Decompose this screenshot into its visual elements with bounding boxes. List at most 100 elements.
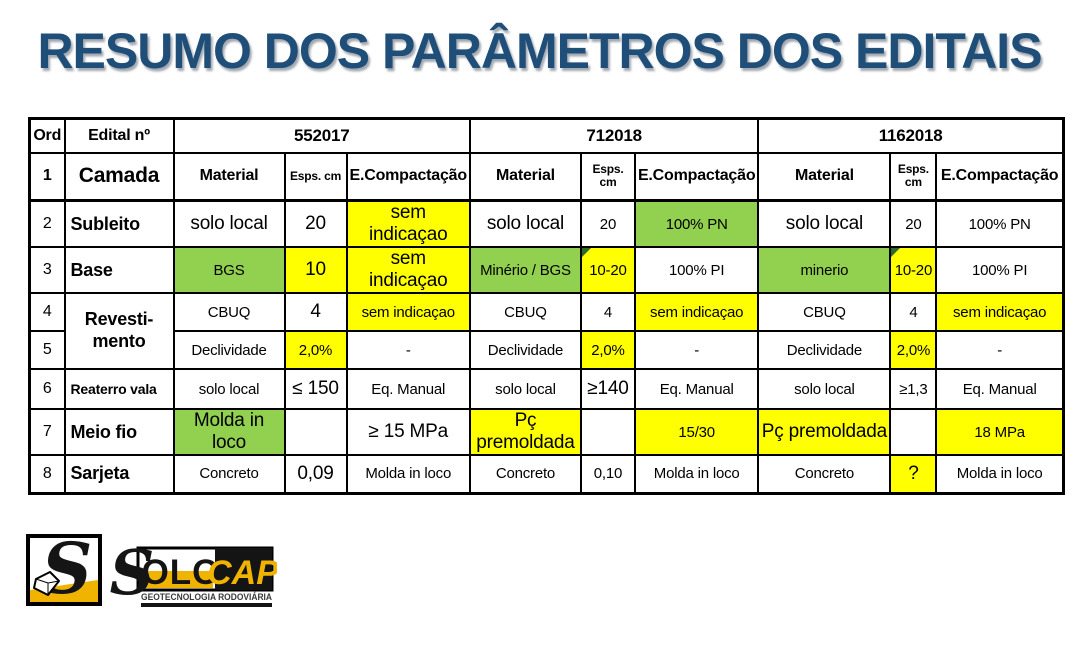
value-cell: [283, 408, 348, 456]
value-cell: -: [935, 330, 1065, 370]
value-cell: solo local: [468, 368, 582, 410]
esps-header: Esps. cm: [579, 151, 636, 202]
value-cell: 4: [283, 292, 348, 332]
value-cell: sem indicaçao: [935, 292, 1065, 332]
value-cell: Concreto: [172, 454, 286, 494]
value-cell: 0,09: [283, 454, 348, 494]
value-cell: 4: [579, 292, 636, 332]
value-cell: solo local: [757, 199, 892, 248]
material-header: Material: [172, 151, 286, 202]
value-cell: Molda in loco: [935, 454, 1065, 494]
value-cell: sem indicaçao: [633, 292, 760, 332]
value-cell: Concreto: [468, 454, 582, 494]
value-cell: 20: [889, 199, 938, 248]
value-cell: Eq. Manual: [345, 368, 471, 410]
value-cell: Pç premoldada: [468, 408, 582, 456]
value-cell: 10-20: [579, 246, 636, 294]
logo-emblem-s: S: [42, 532, 93, 610]
value-cell: solo local: [468, 199, 582, 248]
logo-wordmark-olo: OLO: [142, 553, 221, 592]
ord-cell: 8: [28, 454, 66, 494]
value-cell: [579, 408, 636, 456]
logo-wordmark-s: S: [110, 536, 155, 609]
solocap-logo: S S OLO CAP GEOTECNOLOGIA RODOVIÁRIA: [26, 532, 277, 610]
camada-cell: Meio fio: [63, 408, 175, 456]
value-cell: Molda in loco: [172, 408, 286, 456]
value-cell: Declividade: [172, 330, 286, 370]
value-cell: 100% PN: [935, 199, 1065, 248]
logo-gold-stripe: [140, 571, 213, 588]
value-cell: Declividade: [757, 330, 892, 370]
value-cell: 100% PI: [633, 246, 760, 294]
value-cell: ≤ 150: [283, 368, 348, 410]
value-cell: -: [345, 330, 471, 370]
value-cell: 2,0%: [889, 330, 938, 370]
compactacao-header: E.Compactação: [935, 151, 1065, 202]
value-cell: CBUQ: [172, 292, 286, 332]
value-cell: Eq. Manual: [633, 368, 760, 410]
value-cell: 0,10: [579, 454, 636, 494]
value-cell: 2,0%: [283, 330, 348, 370]
ord-cell: 6: [28, 368, 66, 410]
value-cell: solo local: [172, 368, 286, 410]
value-cell: 18 MPa: [935, 408, 1065, 456]
row-number-header: 1: [28, 151, 66, 202]
value-cell: 20: [579, 199, 636, 248]
value-cell: 20: [283, 199, 348, 248]
logo-emblem-gold-band: [30, 580, 98, 602]
ord-cell: 7: [28, 408, 66, 456]
compactacao-header: E.Compactação: [633, 151, 760, 202]
value-cell: CBUQ: [757, 292, 892, 332]
ord-cell: 4: [28, 292, 66, 332]
material-header: Material: [757, 151, 892, 202]
value-cell: [889, 408, 938, 456]
value-cell: -: [633, 330, 760, 370]
value-cell: solo local: [757, 368, 892, 410]
value-cell: ≥1,3: [889, 368, 938, 410]
value-cell: ≥ 15 MPa: [345, 408, 471, 456]
camada-cell: Sarjeta: [63, 454, 175, 494]
value-cell: BGS: [172, 246, 286, 294]
edital-year-712018: 712018: [468, 117, 760, 154]
ord-header: Ord: [28, 117, 66, 154]
value-cell: Minério / BGS: [468, 246, 582, 294]
value-cell: solo local: [172, 199, 286, 248]
ord-cell: 5: [28, 330, 66, 370]
value-cell: Molda in loco: [633, 454, 760, 494]
ord-cell: 2: [28, 199, 66, 248]
camada-cell: Reaterro vala: [63, 368, 175, 410]
value-cell: 100% PN: [633, 199, 760, 248]
material-header: Material: [468, 151, 582, 202]
value-cell: ?: [889, 454, 938, 494]
parameters-table: Ord Edital nº 552017 712018 1162018 1 Camada Ma…: [28, 117, 1065, 495]
value-cell: 2,0%: [579, 330, 636, 370]
logo-wordmark-cap: CAP: [207, 554, 277, 592]
edital-header: Edital nº: [63, 117, 175, 154]
camada-cell: Revesti- mento: [63, 292, 175, 370]
value-cell: 10: [283, 246, 348, 294]
value-cell: ≥140: [579, 368, 636, 410]
value-cell: sem indicaçao: [345, 199, 471, 248]
page-title: RESUMO DOS PARÂMETROS DOS EDITAIS: [37, 23, 1042, 79]
edital-year-1162018: 1162018: [757, 117, 1065, 154]
diamond-icon: [33, 571, 60, 596]
logo-tagline-bar: [141, 603, 272, 607]
value-cell: 100% PI: [935, 246, 1065, 294]
camada-header: Camada: [63, 151, 175, 202]
value-cell: CBUQ: [468, 292, 582, 332]
value-cell: sem indicaçao: [345, 292, 471, 332]
esps-header: Esps. cm: [889, 151, 938, 202]
value-cell: sem indicaçao: [345, 246, 471, 294]
camada-cell: Subleito: [63, 199, 175, 248]
ord-cell: 3: [28, 246, 66, 294]
value-cell: minerio: [757, 246, 892, 294]
compactacao-header: E.Compactação: [345, 151, 471, 202]
edital-year-552017: 552017: [172, 117, 471, 154]
value-cell: 4: [889, 292, 938, 332]
diamond-facets: [35, 578, 60, 595]
camada-cell: Base: [63, 246, 175, 294]
esps-header: Esps. cm: [283, 151, 348, 202]
logo-cap-block: [215, 548, 272, 590]
value-cell: 15/30: [633, 408, 760, 456]
value-cell: Pç premoldada: [757, 408, 892, 456]
